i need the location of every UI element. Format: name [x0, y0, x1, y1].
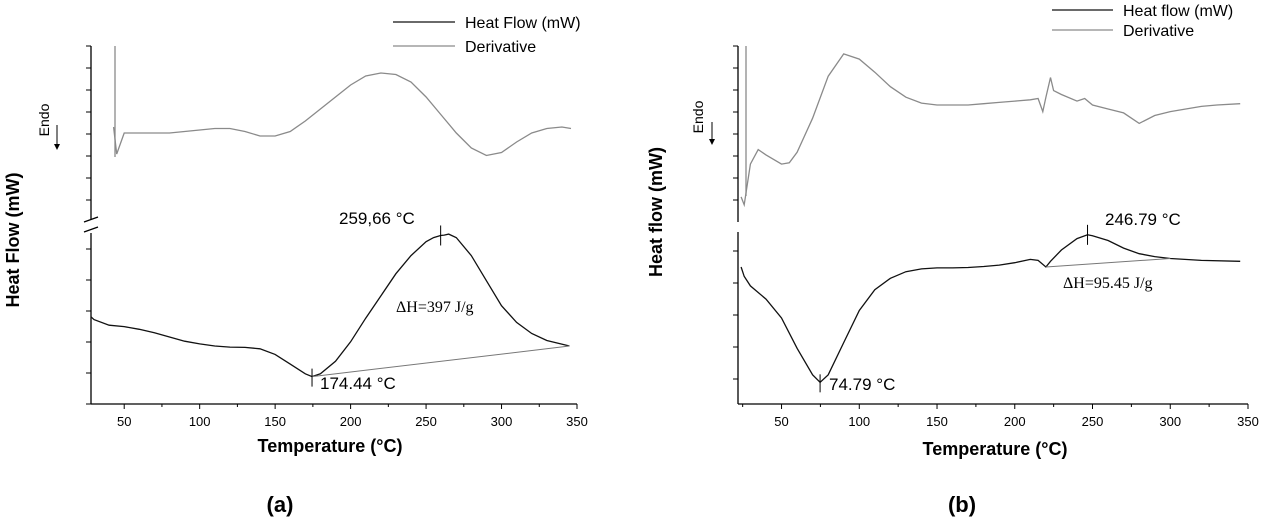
x-tick-label: 250: [415, 414, 437, 429]
axis-break-mark: [83, 216, 99, 223]
integration-baseline: [311, 345, 570, 378]
panel-label-a: (a): [267, 492, 294, 517]
x-tick-label: 300: [1159, 414, 1181, 429]
y-ticks: [733, 45, 738, 380]
endo-label: Endo: [36, 103, 52, 136]
x-tick-label: 200: [340, 414, 362, 429]
panel-label-b: (b): [948, 492, 976, 517]
y-ticks: [86, 45, 91, 405]
enthalpy-label: ΔH=397 J/g: [396, 299, 474, 316]
x-tick-label: 300: [491, 414, 513, 429]
x-ticks: 50 100 150 200 250 300 350: [742, 404, 1259, 429]
x-tick-label: 200: [1004, 414, 1026, 429]
derivative-curve: [112, 72, 572, 157]
x-axis-title: Temperature (°C): [258, 436, 403, 456]
peak-max-label: 246.79 °C: [1105, 210, 1181, 229]
legend-derivative: Derivative: [1123, 23, 1194, 40]
legend-heat-flow: Heat Flow (mW): [465, 15, 581, 32]
integration-baseline: [1045, 257, 1171, 268]
derivative-curve: [740, 53, 1241, 208]
enthalpy-label: ΔH=95.45 J/g: [1063, 275, 1153, 292]
x-tick-label: 150: [264, 414, 286, 429]
x-tick-label: 350: [566, 414, 588, 429]
x-tick-label: 50: [774, 414, 788, 429]
peak-min-label: 174.44 °C: [320, 374, 396, 393]
endo-arrowhead-icon: [54, 144, 60, 150]
panel-b: 50 100 150 200 250 300 350 Temperature (°C) He…: [646, 3, 1259, 517]
x-tick-label: 150: [926, 414, 948, 429]
legend-heat-flow: Heat flow (mW): [1123, 3, 1233, 20]
x-axis-title: Temperature (°C): [923, 439, 1068, 459]
x-ticks: 50 100 150 200 250 300 350: [117, 404, 588, 429]
x-tick-label: 250: [1082, 414, 1104, 429]
x-tick-label: 100: [189, 414, 211, 429]
y-axis-title: Heat flow (mW): [646, 147, 666, 277]
axis-break-mark: [83, 226, 99, 233]
y-axis-title: Heat Flow (mW): [3, 173, 23, 308]
heat-flow-curve: [90, 233, 570, 378]
panel-a: 50 100 150 200 250 300 350 Temperature (°C) He…: [3, 15, 588, 517]
x-tick-label: 50: [117, 414, 131, 429]
peak-max-label: 259,66 °C: [339, 209, 415, 228]
endo-label: Endo: [690, 100, 706, 133]
x-tick-label: 350: [1237, 414, 1259, 429]
heat-flow-curve: [740, 234, 1241, 384]
peak-min-label: 74.79 °C: [829, 375, 895, 394]
endo-arrowhead-icon: [709, 139, 715, 145]
legend-derivative: Derivative: [465, 39, 536, 56]
x-tick-label: 100: [848, 414, 870, 429]
